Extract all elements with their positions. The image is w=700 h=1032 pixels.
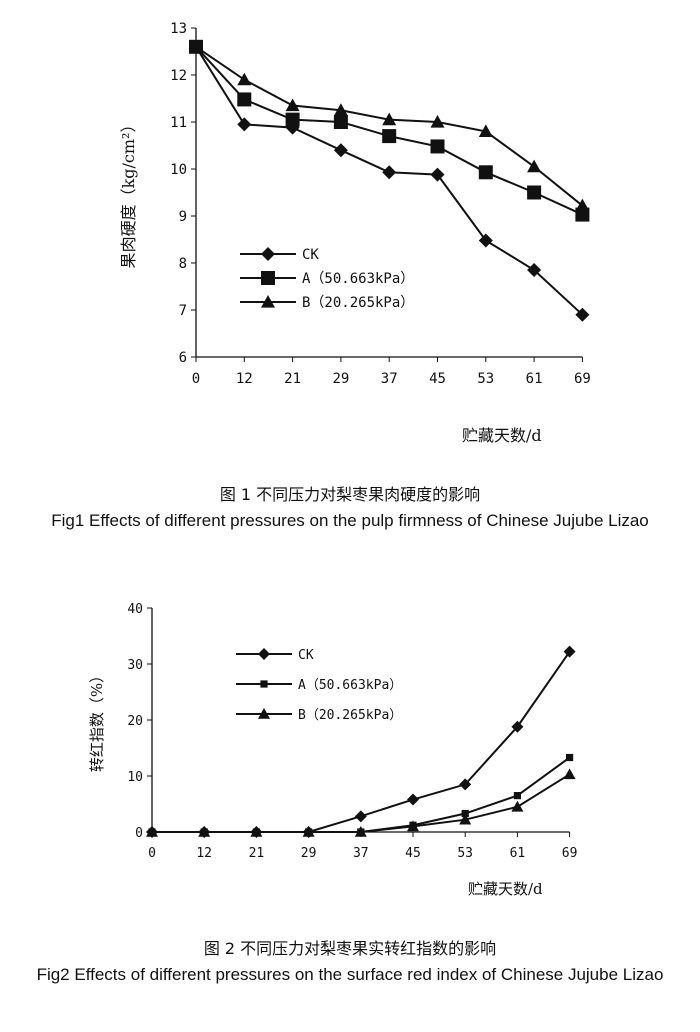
data-point-s2: [333, 103, 348, 116]
x-tick-label: 45: [405, 846, 421, 861]
firmness-chart-svg: 6 7 8 9 10 11 12 13 0 12 21 29 37 45 53 61 69 贮藏天数/d 果肉硬度（…: [119, 21, 591, 445]
x-tick-label: 21: [249, 846, 265, 861]
data-point-s2: [430, 115, 445, 128]
data-point-s2: [237, 72, 252, 86]
x-tick-label: 37: [381, 371, 398, 387]
y-tick-label: 10: [170, 162, 187, 178]
y-tick-label: 12: [170, 68, 187, 84]
y-tick-label: 7: [179, 303, 187, 319]
data-point-s2: [146, 826, 158, 837]
data-point-s2: [575, 198, 590, 212]
x-tick-label: 61: [526, 371, 543, 387]
data-point-s1: [461, 809, 469, 818]
y-tick-label: 10: [127, 770, 143, 785]
legend-marker-0: [261, 247, 275, 261]
y-tick-label: 8: [179, 256, 187, 272]
data-point-s1: [527, 185, 542, 200]
y-tick-label: 20: [127, 714, 143, 729]
fig1-caption: 图 1 不同压力对梨枣果肉硬度的影响 Fig1 Effects of diffe…: [0, 482, 700, 534]
legend-label-2: B（20.265kPa）: [302, 295, 414, 311]
y-tick-label: 40: [127, 602, 143, 617]
data-point-s2: [382, 112, 397, 126]
data-point-s0: [511, 720, 524, 733]
data-point-s2: [459, 813, 472, 825]
data-point-s2: [527, 159, 542, 173]
y-axis-label: 果肉硬度（kg/cm²）: [119, 117, 138, 269]
x-tick-label: 53: [457, 846, 473, 861]
legend-marker-2: [258, 708, 270, 719]
legend-marker-1: [260, 680, 268, 688]
data-point-s0: [527, 263, 542, 278]
data-point-s0: [575, 307, 590, 322]
data-point-s1: [237, 92, 252, 107]
data-point-s2: [407, 820, 419, 832]
x-tick-label: 0: [192, 371, 200, 387]
data-point-s0: [237, 117, 252, 132]
data-point-s2: [250, 826, 263, 837]
data-point-s1: [285, 112, 300, 127]
y-tick-label: 6: [179, 350, 187, 366]
red-index-chart: 0 10 20 30 40 0 12 21 29 37 45 53 61 69 贮藏天数/d 转红指数（%） C…: [0, 580, 700, 900]
data-point-s2: [354, 826, 367, 837]
x-tick-label: 45: [429, 371, 446, 387]
y-tick-label: 30: [127, 658, 143, 673]
data-point-s0: [459, 778, 472, 791]
data-point-s2: [511, 800, 524, 812]
data-point-s0: [430, 167, 445, 182]
legend-label-2: B（20.265kPa）: [298, 708, 402, 723]
y-tick-label: 13: [170, 21, 187, 37]
legend-marker-0: [258, 648, 270, 660]
series-line-2: [152, 773, 571, 833]
x-tick-label: 21: [284, 371, 301, 387]
x-tick-label: 29: [301, 846, 317, 861]
data-point-s1: [333, 115, 348, 129]
x-tick-label: 53: [477, 371, 494, 387]
data-point-s2: [198, 826, 211, 837]
data-point-s2: [478, 124, 493, 137]
x-tick-label: 29: [332, 371, 349, 387]
data-point-s2: [563, 768, 576, 780]
legend-label-1: A（50.663kPa）: [298, 678, 402, 693]
data-point-s2: [302, 826, 315, 837]
x-axis-label: 贮藏天数/d: [468, 880, 543, 898]
data-point-s0: [354, 810, 367, 823]
legend-label-0: CK: [302, 247, 319, 263]
y-tick-label: 0: [135, 826, 143, 841]
data-point-s1: [566, 753, 574, 762]
data-point-s0: [563, 645, 576, 658]
legend-marker-1: [261, 271, 275, 285]
firmness-chart: 6 7 8 9 10 11 12 13 0 12 21 29 37 45 53 61 69 贮藏天数/d 果肉硬度（…: [0, 0, 700, 470]
data-point-s1: [430, 139, 445, 154]
legend-marker-2: [261, 295, 275, 308]
data-point-s0: [478, 233, 493, 248]
x-tick-label: 12: [196, 846, 212, 861]
y-tick-label: 9: [179, 209, 187, 225]
x-tick-label: 12: [236, 371, 253, 387]
fig2-caption-en: Fig2 Effects of different pressures on t…: [36, 965, 664, 984]
data-point-s1: [382, 129, 397, 144]
data-point-s0: [382, 165, 397, 180]
red-index-chart-svg: 0 10 20 30 40 0 12 21 29 37 45 53 61 69 贮藏天数/d 转红指数（%） C…: [88, 602, 578, 898]
x-tick-label: 61: [510, 846, 526, 861]
data-point-s2: [189, 39, 203, 53]
x-tick-label: 69: [562, 846, 578, 861]
y-tick-label: 11: [170, 115, 187, 131]
data-point-s1: [478, 165, 493, 180]
data-point-s0: [333, 143, 348, 158]
x-tick-label: 37: [353, 846, 369, 861]
data-point-s2: [285, 98, 300, 112]
data-point-s0: [407, 793, 419, 806]
legend-label-1: A（50.663kPa）: [302, 271, 414, 287]
data-point-s1: [513, 792, 521, 800]
x-tick-label: 69: [574, 371, 591, 387]
legend-label-0: CK: [298, 648, 314, 663]
fig2-caption-cn: 图 2 不同压力对梨枣果实转红指数的影响: [203, 939, 497, 958]
fig1-caption-cn: 图 1 不同压力对梨枣果肉硬度的影响: [219, 485, 481, 504]
series-line-2: [195, 45, 584, 207]
fig2-caption: 图 2 不同压力对梨枣果实转红指数的影响 Fig2 Effects of dif…: [0, 936, 700, 988]
x-axis-label: 贮藏天数/d: [462, 426, 542, 445]
fig1-caption-en: Fig1 Effects of different pressures on t…: [51, 511, 649, 530]
y-axis-label: 转红指数（%）: [88, 668, 106, 772]
x-tick-label: 0: [148, 846, 156, 861]
